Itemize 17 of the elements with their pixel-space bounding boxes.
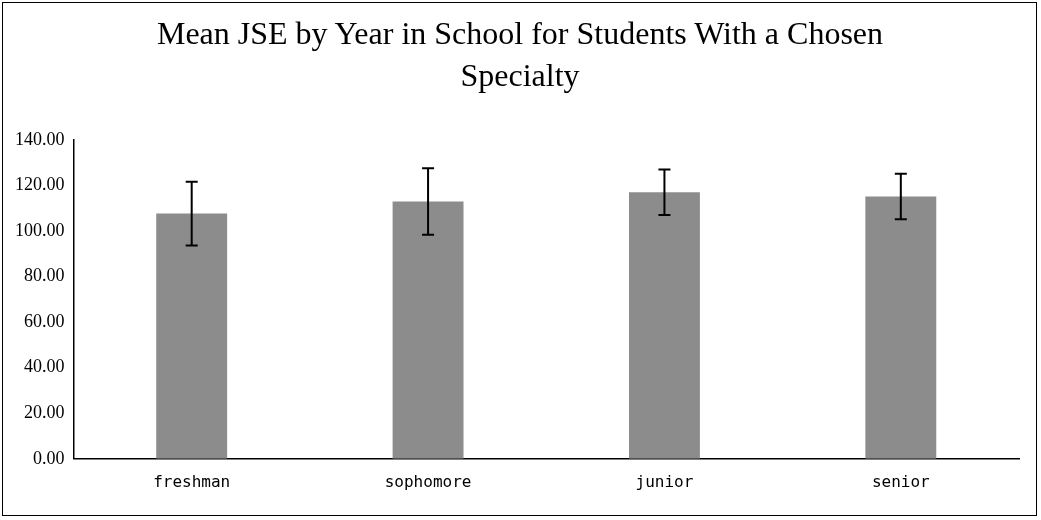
bar [392,201,464,459]
x-tick-label: sophomore [384,471,472,491]
y-tick-label: 20.00 [24,401,65,422]
y-tick-label: 0.00 [33,447,65,468]
bar [628,192,700,459]
y-tick-label: 80.00 [24,265,65,286]
chart-title: Mean JSE by Year in School for Students With a Chosen Specialty [155,14,885,95]
y-tick-label: 40.00 [24,356,65,377]
y-tick-label: 120.00 [15,174,65,195]
x-tick-label: junior [635,471,694,491]
y-tick-label: 140.00 [15,128,65,149]
bar [156,213,228,459]
x-tick-label: senior [871,471,931,491]
y-tick-label: 100.00 [15,219,65,240]
x-tick-label: freshman [153,471,231,491]
y-tick-label: 60.00 [24,310,65,331]
bar [865,196,937,459]
